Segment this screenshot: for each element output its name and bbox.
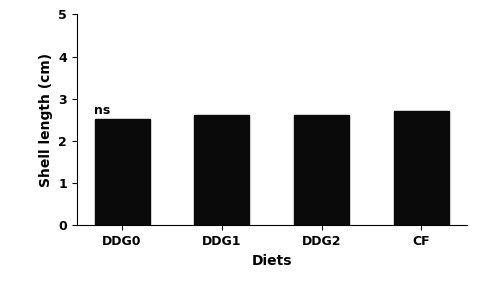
Bar	[194, 115, 249, 225]
Bar	[95, 119, 149, 225]
X-axis label: Diets: Diets	[251, 254, 291, 268]
Bar	[294, 115, 348, 225]
Text: ns: ns	[94, 103, 110, 116]
Y-axis label: Shell length (cm): Shell length (cm)	[39, 53, 53, 187]
Bar	[393, 112, 448, 225]
